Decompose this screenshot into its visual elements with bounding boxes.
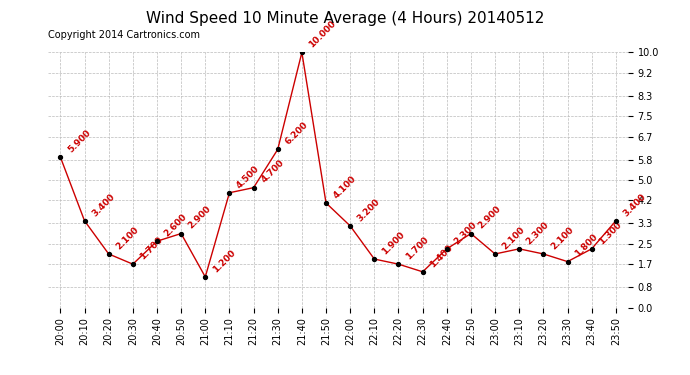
Text: 1.300: 1.300	[598, 220, 624, 246]
Text: 2.300: 2.300	[525, 220, 551, 246]
Point	[272, 146, 284, 152]
Point	[248, 184, 259, 190]
Point	[442, 246, 453, 252]
Point	[562, 259, 573, 265]
Text: 2.300: 2.300	[453, 220, 479, 246]
Text: 2.600: 2.600	[163, 212, 189, 238]
Point	[200, 274, 211, 280]
Point	[320, 200, 331, 206]
Point	[610, 218, 621, 224]
Point	[513, 246, 524, 252]
Point	[104, 251, 115, 257]
Text: 4.700: 4.700	[259, 159, 286, 185]
Point	[368, 256, 380, 262]
Text: Copyright 2014 Cartronics.com: Copyright 2014 Cartronics.com	[48, 30, 200, 40]
Point	[152, 238, 163, 244]
Text: 2.900: 2.900	[477, 204, 503, 231]
Text: 3.200: 3.200	[356, 197, 382, 223]
Text: 1.700: 1.700	[404, 235, 431, 261]
Point	[344, 223, 356, 229]
Text: 1.200: 1.200	[211, 248, 237, 274]
Point	[55, 154, 66, 160]
Point	[586, 246, 597, 252]
Text: 6.200: 6.200	[284, 120, 310, 147]
Point	[175, 231, 186, 237]
Text: Wind  (mph): Wind (mph)	[541, 27, 618, 37]
Point	[538, 251, 549, 257]
Text: 1.700: 1.700	[139, 235, 165, 261]
Text: 4.100: 4.100	[332, 174, 358, 200]
Text: 1.400: 1.400	[428, 243, 455, 269]
Text: 2.900: 2.900	[187, 204, 213, 231]
Text: 10.000: 10.000	[308, 19, 338, 50]
Point	[224, 190, 235, 196]
Text: 2.100: 2.100	[549, 225, 575, 251]
Text: Wind Speed 10 Minute Average (4 Hours) 20140512: Wind Speed 10 Minute Average (4 Hours) 2…	[146, 11, 544, 26]
Text: 1.800: 1.800	[573, 232, 600, 259]
Point	[297, 50, 308, 55]
Point	[127, 261, 138, 267]
Point	[417, 269, 428, 275]
Point	[79, 218, 90, 224]
Point	[465, 231, 476, 237]
Point	[490, 251, 501, 257]
Text: 1.900: 1.900	[380, 230, 406, 256]
Text: 5.900: 5.900	[66, 128, 92, 154]
Text: 2.100: 2.100	[501, 225, 527, 251]
Point	[393, 261, 404, 267]
Text: 3.400: 3.400	[90, 192, 117, 218]
Text: 2.100: 2.100	[115, 225, 141, 251]
Text: 3.400: 3.400	[622, 192, 648, 218]
Text: 4.500: 4.500	[235, 164, 262, 190]
